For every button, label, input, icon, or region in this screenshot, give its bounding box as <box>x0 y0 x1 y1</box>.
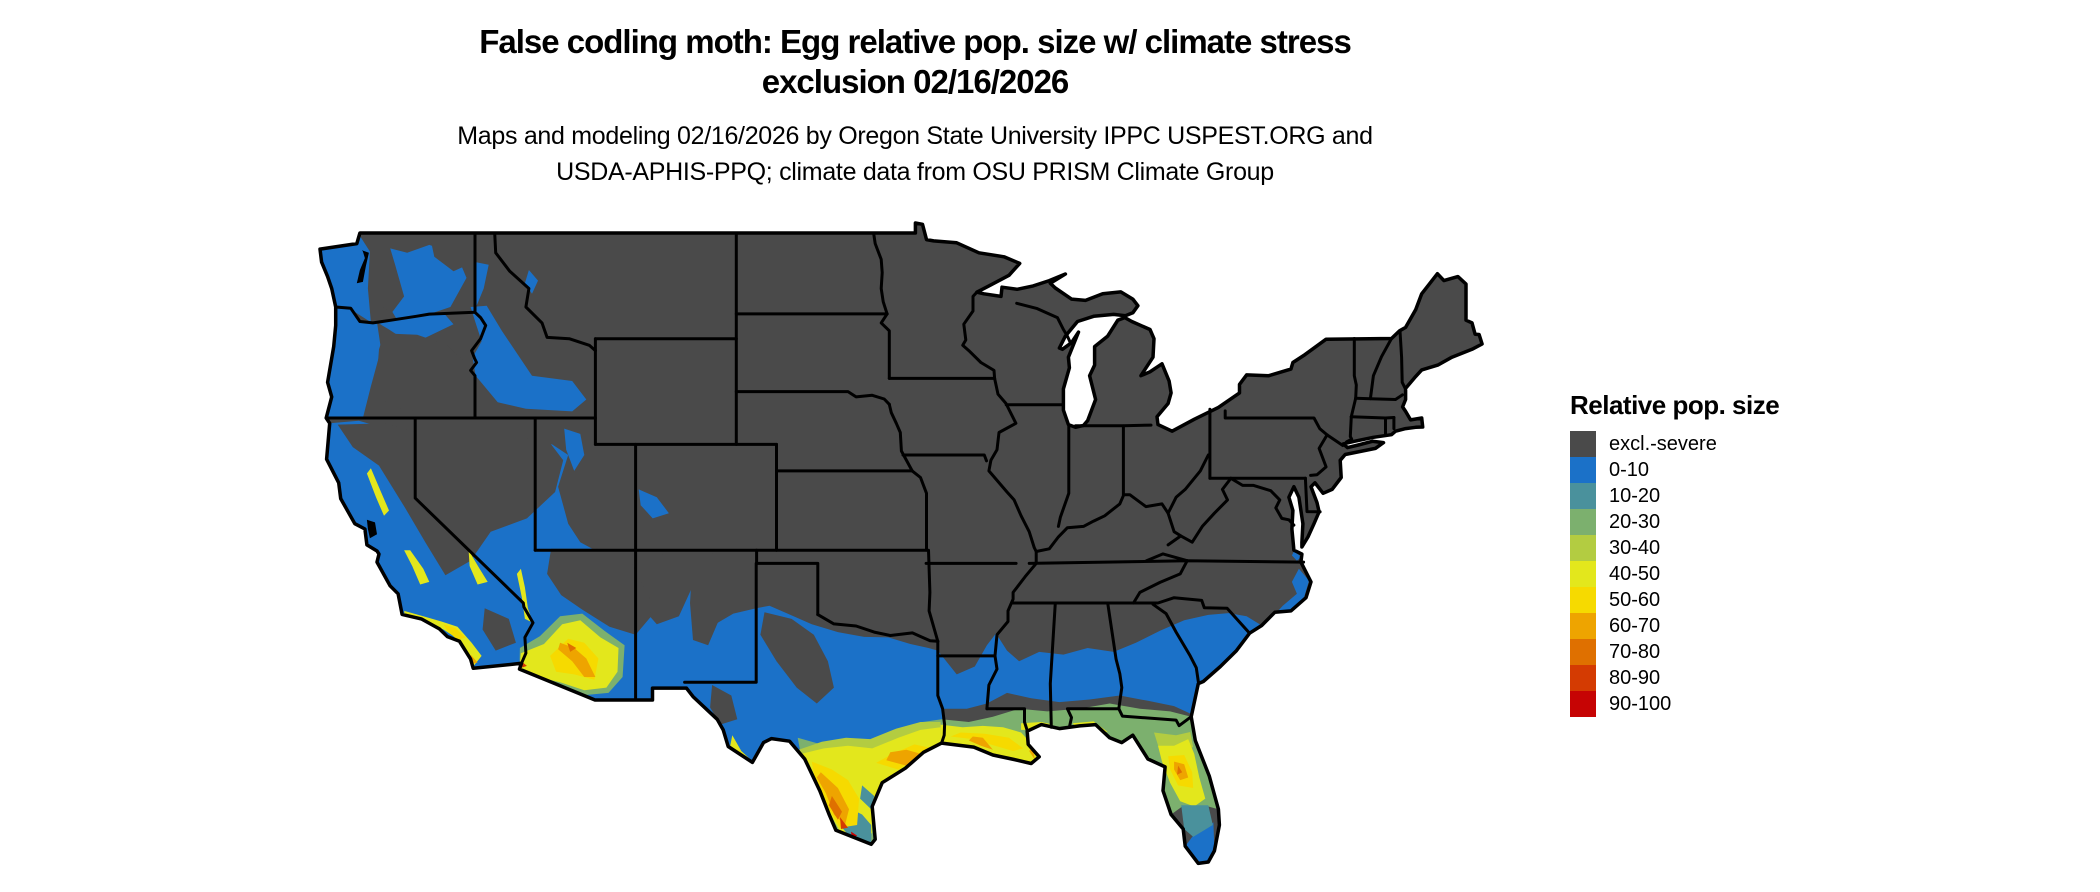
map-region-delta-orange <box>1029 747 1036 761</box>
legend-item: 60-70 <box>1570 613 1779 639</box>
map-region-central-oregon <box>377 333 466 412</box>
map-region-west-washington <box>320 234 371 323</box>
map-region-south-texas-dkorange <box>828 796 842 820</box>
map-region-colorado-river-yellow <box>516 568 533 623</box>
legend-item-label: 50-60 <box>1609 588 1661 611</box>
legend-swatch <box>1570 665 1596 691</box>
map-region-norcal-nevada-highlands <box>337 423 564 576</box>
legend-item: excl.-severe <box>1570 431 1779 457</box>
legend-swatch <box>1570 587 1596 613</box>
legend-swatch <box>1570 509 1596 535</box>
map-region-ne-washington <box>429 233 474 272</box>
map-region-snake-river-plain <box>470 305 587 412</box>
map-region-west-colorado-valleys <box>638 489 669 519</box>
legend-swatch <box>1570 535 1596 561</box>
map-region-north-oregon <box>377 312 454 339</box>
map-region-florida-keys-1 <box>1182 874 1191 879</box>
legend-item-label: 0-10 <box>1609 458 1650 481</box>
map-region-west-oregon <box>326 307 381 418</box>
map-region-channel-island-2 <box>425 646 434 652</box>
legend-item-label: 90-100 <box>1609 692 1672 715</box>
legend-item: 0-10 <box>1570 457 1779 483</box>
legend-swatch <box>1570 457 1596 483</box>
legend-item-label: 10-20 <box>1609 484 1661 507</box>
legend-item-label: 60-70 <box>1609 614 1661 637</box>
state-borders <box>324 231 1407 745</box>
map-region-mojave-patch <box>482 608 516 651</box>
map-region-south-texas-teal-b <box>860 785 875 810</box>
legend-items: excl.-severe 0-10 10-20 20-30 30-40 40-50 50-6… <box>1570 431 1779 717</box>
legend-item-label: 40-50 <box>1609 562 1661 585</box>
legend-item-label: 30-40 <box>1609 536 1661 559</box>
map-region-nc-coast <box>1261 568 1309 626</box>
legend-item-label: 20-30 <box>1609 510 1661 533</box>
map-region-phoenix-dkorange <box>567 642 577 652</box>
legend-item-label: 70-80 <box>1609 640 1661 663</box>
figure-subtitle-line1: Maps and modeling 02/16/2026 by Oregon S… <box>457 122 1373 150</box>
puget-sound <box>356 250 369 284</box>
legend-swatch <box>1570 561 1596 587</box>
legend: Relative pop. size excl.-severe 0-10 10-20… <box>1570 390 1780 717</box>
map-region-idaho-panhandle-valley <box>475 262 489 306</box>
figure-title-line2: exclusion 02/16/2026 <box>761 63 1070 100</box>
legend-swatch <box>1570 691 1596 717</box>
san-francisco-bay <box>366 519 377 539</box>
map-region-cascades <box>369 234 405 314</box>
figure-title: False codling moth: Egg relative pop. si… <box>0 22 1830 102</box>
map-region-louisiana-gold <box>950 732 1024 751</box>
map-region-south-florida-teal <box>1181 805 1213 837</box>
figure-title-line1: False codling moth: Egg relative pop. si… <box>479 23 1352 60</box>
map-region-wasatch-front <box>564 428 585 471</box>
legend-swatch <box>1570 431 1596 457</box>
map-region-sacramento-valley-yellow <box>366 468 389 516</box>
map-region-layer <box>320 233 1309 879</box>
legend-title: Relative pop. size <box>1570 390 1780 420</box>
map-region-big-bend-yellow <box>730 735 752 762</box>
legend-item-label: 80-90 <box>1609 666 1661 689</box>
map-region-nm-east-mountains <box>690 551 727 646</box>
map-region-virginia-beach <box>1291 551 1302 561</box>
map-region-nm-west-mountains <box>649 551 680 619</box>
legend-item: 90-100 <box>1570 691 1779 717</box>
map-region-texas-coast-orange <box>886 749 921 766</box>
map-region-orlando-dkorange <box>1177 765 1183 775</box>
legend-item: 40-50 <box>1570 561 1779 587</box>
map-region-louisiana-orange <box>968 736 993 750</box>
legend-item-label: excl.-severe <box>1609 432 1717 455</box>
legend-item: 10-20 <box>1570 483 1779 509</box>
legend-swatch <box>1570 483 1596 509</box>
legend-item: 50-60 <box>1570 587 1779 613</box>
map-region-arizona-orange <box>558 642 596 677</box>
map-region-florida-keys-2 <box>1196 870 1205 874</box>
map-region-death-valley-yellow <box>468 550 488 585</box>
map-region-channel-island-1 <box>408 628 418 633</box>
map-region-arizona-plateau <box>547 548 656 635</box>
figure-subtitle: Maps and modeling 02/16/2026 by Oregon S… <box>0 118 1830 190</box>
map-region-san-joaquin-yellow <box>404 550 430 585</box>
map-region-davis-mountains <box>710 685 738 725</box>
us-outline <box>318 221 1484 866</box>
legend-item: 70-80 <box>1570 639 1779 665</box>
legend-item: 30-40 <box>1570 535 1779 561</box>
legend-item: 80-90 <box>1570 665 1779 691</box>
legend-item: 20-30 <box>1570 509 1779 535</box>
legend-swatch <box>1570 639 1596 665</box>
map-region-rio-grande-redorange <box>840 817 848 829</box>
legend-swatch <box>1570 613 1596 639</box>
map-region-tx-rolling-plains <box>760 612 834 704</box>
map-region-socal-gold <box>443 624 466 640</box>
figure-subtitle-line2: USDA-APHIS-PPQ; climate data from OSU PR… <box>556 158 1274 186</box>
